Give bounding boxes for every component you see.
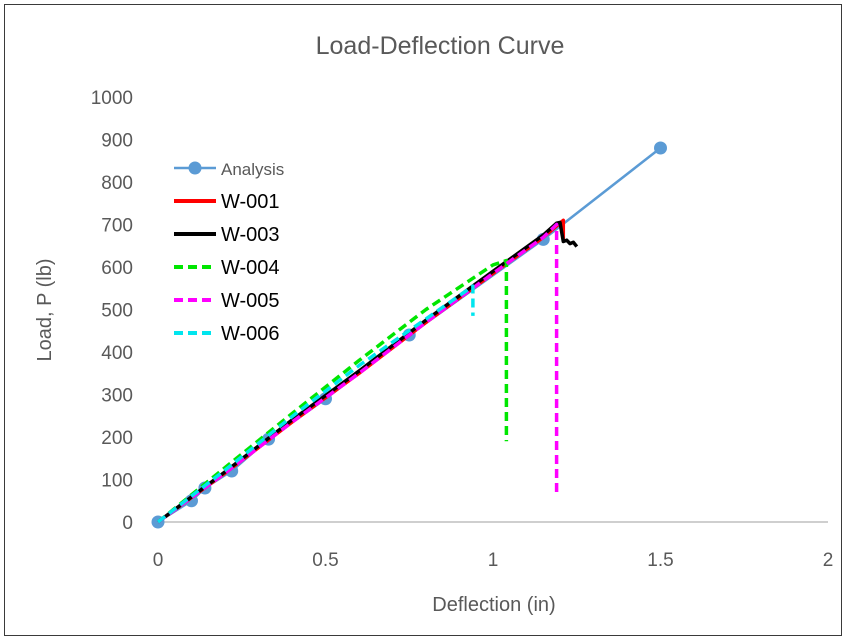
data-point bbox=[654, 141, 667, 155]
y-tick-label: 700 bbox=[101, 216, 133, 237]
y-tick-label: 1000 bbox=[91, 88, 133, 109]
legend-label: W-004 bbox=[221, 257, 280, 279]
chart-title: Load-Deflection Curve bbox=[316, 32, 565, 60]
y-tick-label: 0 bbox=[122, 513, 133, 534]
series-line-w-005 bbox=[156, 222, 559, 524]
x-axis-label: Deflection (in) bbox=[432, 594, 555, 616]
legend-label: W-001 bbox=[221, 191, 280, 213]
y-tick-labels: 0 100 200 300 400 500 600 700 800 900 1000 bbox=[91, 88, 133, 534]
x-tick-labels: 0 0.5 1 1.5 2 bbox=[153, 550, 834, 571]
chart-frame bbox=[4, 4, 842, 636]
legend-label: W-006 bbox=[221, 323, 280, 345]
legend-marker bbox=[188, 161, 202, 175]
plot-series bbox=[151, 141, 667, 529]
y-tick-label: 900 bbox=[101, 131, 133, 152]
y-tick-label: 600 bbox=[101, 258, 133, 279]
y-tick-label: 400 bbox=[101, 343, 133, 364]
x-tick-label: 0 bbox=[153, 550, 164, 571]
legend-label: W-005 bbox=[221, 290, 280, 312]
legend: Analysis W-001 W-003 W-004 W-005 W-006 bbox=[174, 160, 284, 345]
legend-label: W-003 bbox=[221, 224, 280, 246]
legend-label: Analysis bbox=[221, 160, 284, 179]
y-axis-label: Load, P (lb) bbox=[34, 258, 56, 361]
y-tick-label: 200 bbox=[101, 428, 133, 449]
y-tick-label: 500 bbox=[101, 301, 133, 322]
x-tick-label: 0.5 bbox=[312, 550, 338, 571]
y-tick-label: 800 bbox=[101, 173, 133, 194]
x-tick-label: 2 bbox=[823, 550, 834, 571]
y-tick-label: 100 bbox=[101, 471, 133, 492]
y-tick-label: 300 bbox=[101, 386, 133, 407]
series-line-w-006 bbox=[156, 284, 475, 524]
x-tick-label: 1 bbox=[488, 550, 499, 571]
series-line-w-004 bbox=[156, 258, 509, 524]
x-tick-label: 1.5 bbox=[647, 550, 673, 571]
